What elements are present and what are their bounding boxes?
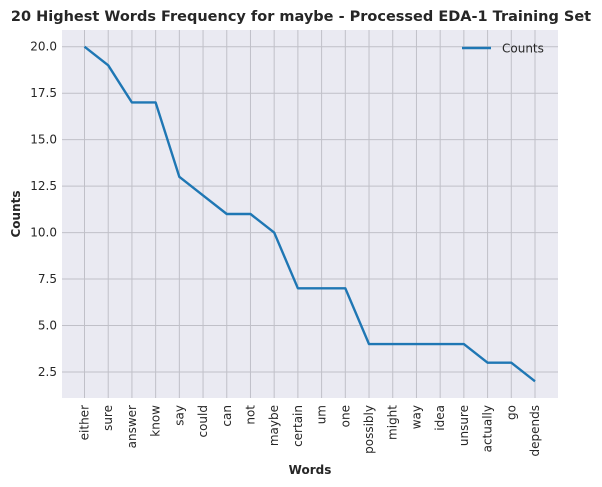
y-tick-label: 12.5 bbox=[30, 179, 57, 193]
x-tick-label: unsure bbox=[457, 405, 471, 446]
x-tick-label: one bbox=[338, 405, 352, 427]
x-tick-label: go bbox=[504, 405, 518, 420]
x-tick-label: way bbox=[409, 405, 423, 429]
x-tick-label: depends bbox=[528, 405, 542, 456]
plot-area bbox=[62, 30, 558, 398]
legend-label: Counts bbox=[502, 42, 544, 56]
y-tick-label: 7.5 bbox=[38, 272, 57, 286]
x-tick-label: could bbox=[196, 405, 210, 438]
x-tick-label: actually bbox=[481, 405, 495, 452]
y-axis-label: Counts bbox=[9, 190, 23, 237]
x-tick-label: not bbox=[243, 405, 257, 425]
x-tick-label: either bbox=[78, 405, 92, 440]
x-tick-label: um bbox=[315, 405, 329, 424]
series-group bbox=[83, 45, 536, 383]
x-tick-label: answer bbox=[125, 405, 139, 448]
x-tick-label: can bbox=[220, 405, 234, 427]
x-tick-label: maybe bbox=[267, 405, 281, 446]
x-tick-label: know bbox=[149, 405, 163, 437]
y-axis-ticks: 2.5 5.0 7.5 10.0 12.5 15.0 17.5 20.0 bbox=[30, 40, 57, 379]
grid-lines bbox=[62, 30, 558, 398]
y-tick-label: 15.0 bbox=[30, 133, 57, 147]
y-tick-label: 20.0 bbox=[30, 40, 57, 54]
y-tick-label: 2.5 bbox=[38, 365, 57, 379]
x-tick-label: sure bbox=[101, 405, 115, 431]
x-axis-label: Words bbox=[289, 463, 332, 477]
x-tick-label: say bbox=[172, 405, 186, 426]
x-tick-label: idea bbox=[433, 405, 447, 431]
x-tick-label: might bbox=[386, 405, 400, 440]
chart-title: 20 Highest Words Frequency for maybe - P… bbox=[11, 9, 591, 25]
y-tick-label: 5.0 bbox=[38, 319, 57, 333]
x-tick-label: certain bbox=[291, 405, 305, 447]
y-tick-label: 17.5 bbox=[30, 86, 57, 100]
x-axis-ticks: either sure answer know say could can not maybe c… bbox=[78, 405, 543, 457]
legend: Counts bbox=[462, 42, 544, 56]
y-tick-label: 10.0 bbox=[30, 226, 57, 240]
x-tick-label: possibly bbox=[362, 405, 376, 454]
series-line bbox=[83, 45, 536, 383]
